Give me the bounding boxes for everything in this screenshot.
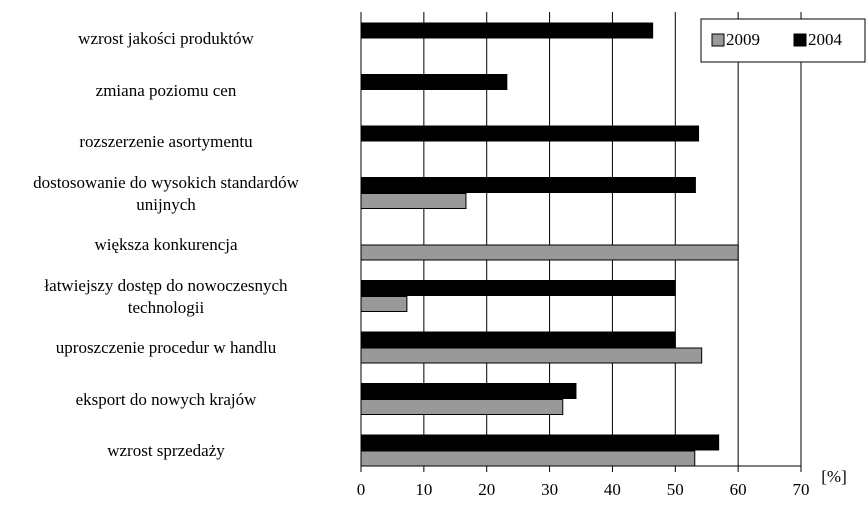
bar (360, 74, 508, 90)
bar (360, 347, 703, 364)
bar (360, 296, 408, 312)
legend-box (700, 18, 866, 63)
x-tick-label: 50 (667, 480, 684, 499)
bar (360, 434, 720, 451)
bar (360, 244, 739, 261)
category-label: rozszerzenie asortymentu (79, 132, 253, 151)
category-label: zmiana poziomu cen (95, 80, 237, 100)
legend-label: 2009 (726, 30, 760, 49)
bar (360, 383, 577, 399)
category-label: eksport do nowych krajów (75, 389, 257, 409)
bar (360, 22, 654, 39)
bar (360, 280, 676, 296)
x-tick-label: 60 (730, 480, 747, 499)
bar (360, 177, 696, 193)
category-label: większa konkurencja (94, 235, 238, 254)
x-tick-label: 20 (478, 480, 495, 499)
category-label: wzrost jakości produktów (78, 29, 254, 48)
bar (360, 193, 467, 209)
category-label: łatwiejszy dostęp do nowoczesnych techno… (44, 275, 288, 317)
legend-swatch (793, 33, 807, 47)
bar (360, 399, 564, 415)
x-tick-label: 30 (541, 480, 558, 499)
x-tick-label: 10 (415, 480, 432, 499)
x-axis-label: [%] (821, 467, 846, 486)
category-label: wzrost sprzedaży (107, 441, 225, 460)
x-tick-label: 70 (793, 480, 810, 499)
bar (360, 125, 700, 142)
category-label: dostosowanie do wysokich standardów unij… (33, 172, 299, 214)
bar (360, 450, 696, 467)
legend-label: 2004 (808, 30, 843, 49)
x-tick-label: 40 (604, 480, 621, 499)
bar (360, 331, 676, 348)
x-tick-label: 0 (357, 480, 366, 499)
legend-swatch (711, 33, 725, 47)
category-label: uproszczenie procedur w handlu (55, 338, 277, 357)
